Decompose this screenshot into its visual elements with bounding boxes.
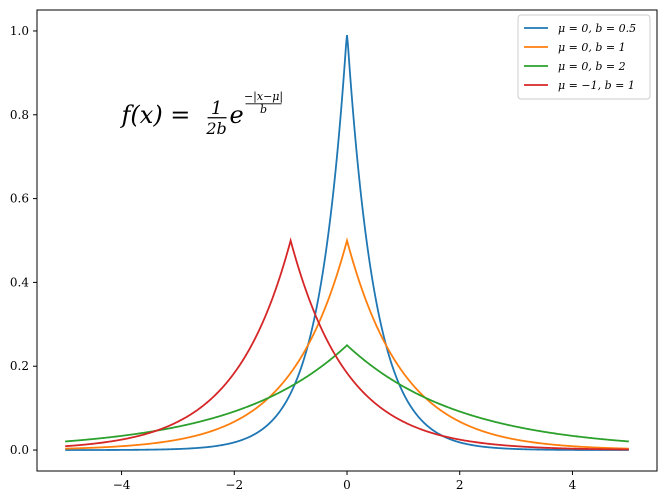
- y-tick-label: 0.0: [10, 443, 29, 457]
- legend-label-0: μ = 0, b = 0.5: [558, 22, 636, 35]
- y-tick-label: 1.0: [10, 24, 29, 38]
- legend-label-3: μ = −1, b = 1: [558, 79, 635, 92]
- legend-box: [517, 14, 651, 100]
- formula-exponent-denominator: b: [260, 103, 267, 116]
- y-tick-label: 0.4: [10, 275, 29, 289]
- x-tick-label: 4: [569, 478, 577, 492]
- x-tick-label: 0: [343, 478, 351, 492]
- y-tick-label: 0.6: [10, 192, 29, 206]
- series-line-2: [65, 344, 629, 443]
- series-lines: [65, 35, 629, 451]
- formula-denominator: 2b: [205, 119, 226, 138]
- series-line-3: [65, 237, 629, 451]
- x-tick-label: −2: [225, 478, 243, 492]
- formula-lhs: f(x) =: [120, 101, 191, 129]
- y-axis: 0.0 0.2 0.4 0.6 0.8 1.0: [10, 24, 37, 457]
- legend-label-2: μ = 0, b = 2: [558, 60, 626, 73]
- formula-numerator: 1: [211, 98, 222, 119]
- legend: μ = 0, b = 0.5 μ = 0, b = 1 μ = 0, b = 2 μ …: [517, 14, 651, 100]
- series-line-1: [65, 237, 629, 450]
- y-tick-label: 0.2: [10, 359, 29, 373]
- y-tick-label: 0.8: [10, 108, 29, 122]
- x-tick-label: 2: [456, 478, 464, 492]
- legend-label-1: μ = 0, b = 1: [558, 41, 626, 54]
- formula-base: e: [230, 101, 244, 129]
- series-line-0: [65, 35, 629, 451]
- x-tick-label: −4: [113, 478, 131, 492]
- formula-annotation: f(x) = 12b e−|x−μ|b: [120, 90, 284, 138]
- formula-exponent-numerator: −|x−μ|: [244, 90, 283, 104]
- x-axis: −4 −2 0 2 4: [113, 471, 577, 492]
